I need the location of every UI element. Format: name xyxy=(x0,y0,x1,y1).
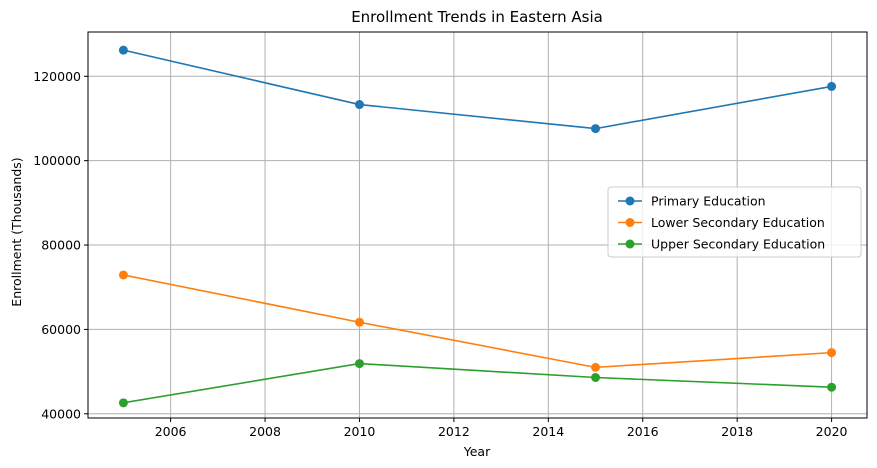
x-tick-label: 2006 xyxy=(155,424,187,439)
y-axis-label: Enrollment (Thousands) xyxy=(9,157,24,306)
data-point-primary-education xyxy=(827,81,837,91)
legend-box xyxy=(607,186,862,258)
y-tick-label: 60000 xyxy=(41,322,81,337)
x-tick-label: 2020 xyxy=(816,424,848,439)
data-point-lower-secondary-education xyxy=(354,317,364,327)
chart-title: Enrollment Trends in Eastern Asia xyxy=(351,8,603,26)
legend-marker xyxy=(625,239,635,249)
data-point-primary-education xyxy=(591,124,601,134)
data-point-lower-secondary-education xyxy=(118,270,128,280)
y-axis-ticks: 40000 60000 80000 100000 120000 xyxy=(33,69,88,421)
legend-label: Lower Secondary Education xyxy=(651,215,825,230)
x-axis-label: Year xyxy=(463,444,491,459)
legend-label: Upper Secondary Education xyxy=(651,237,825,252)
data-point-primary-education xyxy=(118,45,128,55)
x-tick-label: 2018 xyxy=(721,424,753,439)
legend-marker xyxy=(625,196,635,206)
x-tick-label: 2008 xyxy=(249,424,281,439)
y-tick-label: 80000 xyxy=(41,238,81,253)
data-point-upper-secondary-education xyxy=(354,359,364,369)
y-tick-label: 100000 xyxy=(33,153,81,168)
series-line-upper-secondary-education xyxy=(123,362,832,404)
x-tick-label: 2016 xyxy=(627,424,659,439)
y-tick-label: 120000 xyxy=(33,69,81,84)
data-point-upper-secondary-education xyxy=(827,382,837,392)
data-point-lower-secondary-education xyxy=(827,348,837,358)
x-axis-ticks: 2006 2008 2010 2012 2014 2016 2018 2020 xyxy=(155,418,848,439)
data-point-lower-secondary-education xyxy=(591,362,601,372)
legend-label: Primary Education xyxy=(651,194,766,209)
data-point-upper-secondary-education xyxy=(591,373,601,383)
x-tick-label: 2014 xyxy=(532,424,564,439)
data-point-primary-education xyxy=(354,100,364,110)
legend: Primary Education Lower Secondary Educati… xyxy=(607,186,862,258)
x-tick-label: 2010 xyxy=(344,424,376,439)
data-point-upper-secondary-education xyxy=(118,398,128,408)
series-line-lower-secondary-education xyxy=(123,274,832,369)
legend-marker xyxy=(625,218,635,227)
series-line-primary-education xyxy=(123,49,832,130)
series-layer xyxy=(118,45,837,408)
plot-frame xyxy=(87,31,868,419)
x-tick-label: 2012 xyxy=(438,424,470,439)
y-tick-label: 40000 xyxy=(41,406,81,421)
